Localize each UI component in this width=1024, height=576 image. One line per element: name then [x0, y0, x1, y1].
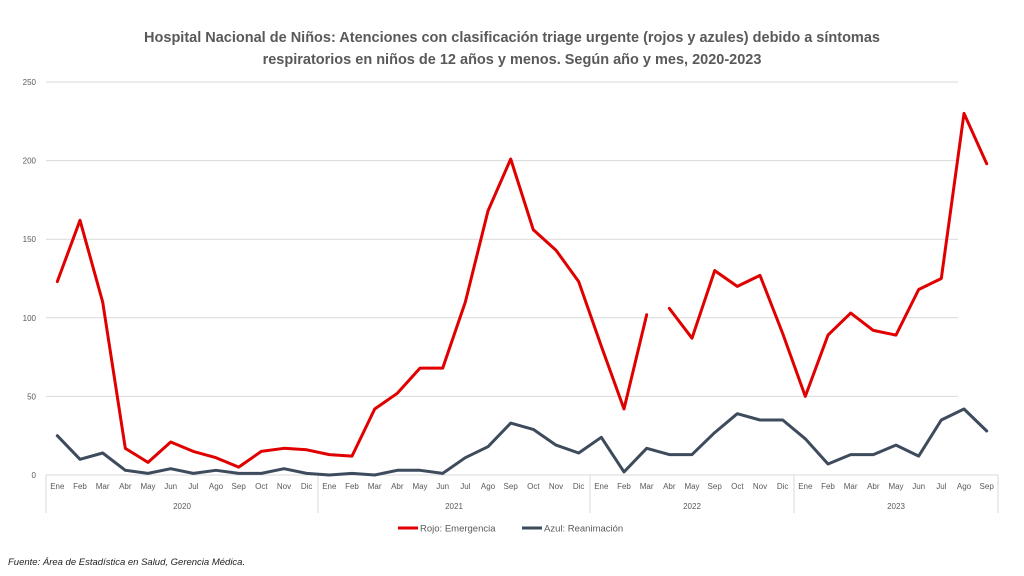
- x-tick-label: Oct: [527, 482, 540, 491]
- y-tick-label: 150: [23, 235, 37, 244]
- chart-title: Hospital Nacional de Niños: Atenciones c…: [0, 27, 1024, 71]
- x-year-label: 2022: [683, 502, 701, 511]
- source-note: Fuente: Área de Estadística en Salud, Ge…: [8, 557, 246, 568]
- x-tick-label: Jun: [912, 482, 925, 491]
- x-tick-label: Sep: [708, 482, 723, 491]
- x-tick-label: Sep: [504, 482, 519, 491]
- y-axis: 0 50 100 150 200 250: [23, 78, 37, 480]
- x-tick-label: Mar: [844, 482, 858, 491]
- x-year-label: 2023: [887, 502, 905, 511]
- x-tick-label: Abr: [867, 482, 880, 491]
- x-tick-label: Ago: [209, 482, 224, 491]
- y-tick-label: 0: [32, 471, 37, 480]
- x-tick-label: Dic: [573, 482, 585, 491]
- series-line-rojo: [55, 157, 649, 469]
- legend-label: Azul: Reanimación: [544, 524, 623, 535]
- x-tick-label: Feb: [617, 482, 631, 491]
- x-tick-label: Mar: [640, 482, 654, 491]
- x-tick-label: May: [412, 482, 427, 491]
- x-tick-label: Jun: [436, 482, 449, 491]
- x-tick-label: Dic: [301, 482, 313, 491]
- x-tick-label: Oct: [255, 482, 268, 491]
- x-tick-label: Ago: [957, 482, 972, 491]
- x-tick-label: Feb: [345, 482, 359, 491]
- x-tick-label: Ene: [322, 482, 337, 491]
- x-tick-label: Jul: [936, 482, 946, 491]
- x-tick-label: Sep: [232, 482, 247, 491]
- y-tick-label: 50: [27, 392, 36, 401]
- x-tick-label: Mar: [368, 482, 382, 491]
- x-tick-label: Sep: [980, 482, 995, 491]
- x-tick-label: Oct: [731, 482, 744, 491]
- y-tick-label: 100: [23, 314, 37, 323]
- x-tick-label: Feb: [73, 482, 87, 491]
- chart-title-line1: Hospital Nacional de Niños: Atenciones c…: [144, 30, 880, 46]
- x-tick-label: May: [684, 482, 699, 491]
- series-line-rojo: [667, 111, 989, 398]
- chart-title-line2: respiratorios en niños de 12 años y meno…: [262, 52, 762, 68]
- x-tick-label: Nov: [753, 482, 767, 491]
- series-lines: [55, 111, 989, 477]
- x-year-label: 2021: [445, 502, 463, 511]
- x-tick-label: Feb: [821, 482, 835, 491]
- x-tick-label: May: [888, 482, 903, 491]
- x-tick-label: Jul: [460, 482, 470, 491]
- x-tick-label: Abr: [391, 482, 404, 491]
- x-tick-label: Jul: [188, 482, 198, 491]
- x-year-label: 2020: [173, 502, 191, 511]
- x-tick-label: Abr: [119, 482, 132, 491]
- x-axis: Ene Feb Mar Abr May Jun Jul Ago Sep Oct Nov Dic 2020…: [45, 474, 999, 513]
- legend-label: Rojo: Emergencia: [420, 524, 496, 535]
- x-tick-label: Ene: [798, 482, 813, 491]
- x-tick-label: Ago: [481, 482, 496, 491]
- series-line-azul: [55, 407, 989, 477]
- x-tick-label: Nov: [549, 482, 563, 491]
- y-tick-label: 250: [23, 78, 37, 87]
- x-tick-label: Ene: [50, 482, 65, 491]
- x-tick-label: Mar: [96, 482, 110, 491]
- x-tick-label: Abr: [663, 482, 676, 491]
- legend: Rojo: Emergencia Azul: Reanimación: [398, 524, 623, 535]
- x-tick-label: Jun: [164, 482, 177, 491]
- y-tick-label: 200: [23, 157, 37, 166]
- x-tick-label: Ene: [594, 482, 609, 491]
- x-tick-label: May: [140, 482, 155, 491]
- x-tick-label: Dic: [777, 482, 789, 491]
- x-tick-label: Nov: [277, 482, 291, 491]
